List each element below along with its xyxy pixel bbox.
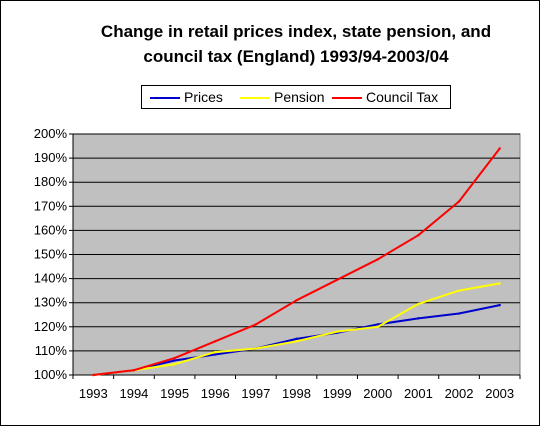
- x-tick-label: 1996: [201, 386, 230, 401]
- data-point-pension: [498, 282, 501, 285]
- data-point-pension: [335, 330, 339, 333]
- legend-swatch-prices: [150, 97, 180, 99]
- data-point-pension: [417, 302, 420, 306]
- data-point-council-tax: [92, 373, 95, 377]
- y-tick-label: 150%: [34, 247, 68, 262]
- data-point-council-tax: [214, 340, 217, 343]
- x-tick-label: 2003: [485, 386, 514, 401]
- y-tick-label: 100%: [34, 367, 68, 382]
- data-point-council-tax: [295, 299, 298, 302]
- y-tick-label: 200%: [34, 126, 68, 141]
- data-point-council-tax: [335, 278, 339, 282]
- y-tick-label: 140%: [34, 271, 68, 286]
- data-point-council-tax: [132, 368, 136, 372]
- data-point-pension: [376, 325, 379, 328]
- x-tick-label: 2002: [445, 386, 474, 401]
- legend-label-council-tax: Council Tax: [366, 89, 439, 105]
- y-tick-label: 130%: [34, 295, 68, 310]
- data-point-council-tax: [498, 147, 501, 150]
- data-point-prices: [295, 337, 298, 341]
- data-point-prices: [457, 312, 461, 315]
- data-point-prices: [173, 359, 176, 362]
- data-point-prices: [214, 353, 217, 356]
- data-point-prices: [498, 303, 501, 307]
- legend-swatch-council-tax: [332, 97, 362, 99]
- legend-label-pension: Pension: [274, 89, 325, 105]
- x-tick-label: 1998: [282, 386, 311, 401]
- x-tick-label: 1999: [323, 386, 352, 401]
- x-tick-label: 2000: [363, 386, 392, 401]
- x-tick-label: 2001: [404, 386, 433, 401]
- data-point-council-tax: [376, 258, 379, 261]
- x-tick-label: 1995: [160, 386, 189, 401]
- legend-label-prices: Prices: [184, 89, 223, 105]
- y-tick-label: 160%: [34, 222, 68, 237]
- chart-legend: Prices Pension Council Tax: [141, 85, 451, 109]
- data-point-council-tax: [173, 356, 176, 360]
- data-point-pension: [254, 347, 258, 350]
- data-point-council-tax: [457, 200, 461, 203]
- y-tick-label: 180%: [34, 174, 68, 189]
- y-tick-label: 190%: [34, 150, 68, 165]
- x-tick-label: 1993: [79, 386, 108, 401]
- chart-title-line-2: council tax (England) 1993/94-2003/04: [143, 47, 449, 66]
- data-point-council-tax: [254, 323, 258, 326]
- data-point-prices: [417, 317, 420, 320]
- x-tick-label: 1997: [241, 386, 270, 401]
- data-point-council-tax: [417, 234, 420, 237]
- data-point-pension: [173, 362, 176, 366]
- y-tick-label: 120%: [34, 319, 68, 334]
- x-tick-label: 1994: [119, 386, 148, 401]
- y-tick-label: 170%: [34, 198, 68, 213]
- legend-swatch-pension: [240, 97, 270, 99]
- chart-title: Change in retail prices index, state pen…: [76, 19, 516, 69]
- data-point-pension: [214, 350, 217, 354]
- data-point-pension: [457, 289, 461, 292]
- y-tick-label: 110%: [35, 343, 68, 358]
- chart-title-line-1: Change in retail prices index, state pen…: [100, 22, 492, 41]
- data-point-prices: [376, 323, 379, 326]
- data-point-pension: [295, 340, 298, 343]
